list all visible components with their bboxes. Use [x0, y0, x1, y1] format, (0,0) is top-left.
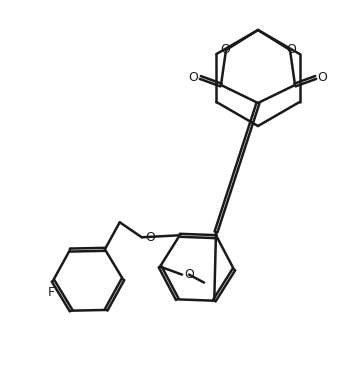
Text: O: O — [286, 43, 296, 56]
Text: O: O — [318, 71, 328, 84]
Text: O: O — [145, 231, 155, 244]
Text: O: O — [189, 71, 198, 84]
Text: F: F — [47, 286, 55, 299]
Text: O: O — [220, 43, 230, 56]
Text: O: O — [184, 268, 194, 281]
